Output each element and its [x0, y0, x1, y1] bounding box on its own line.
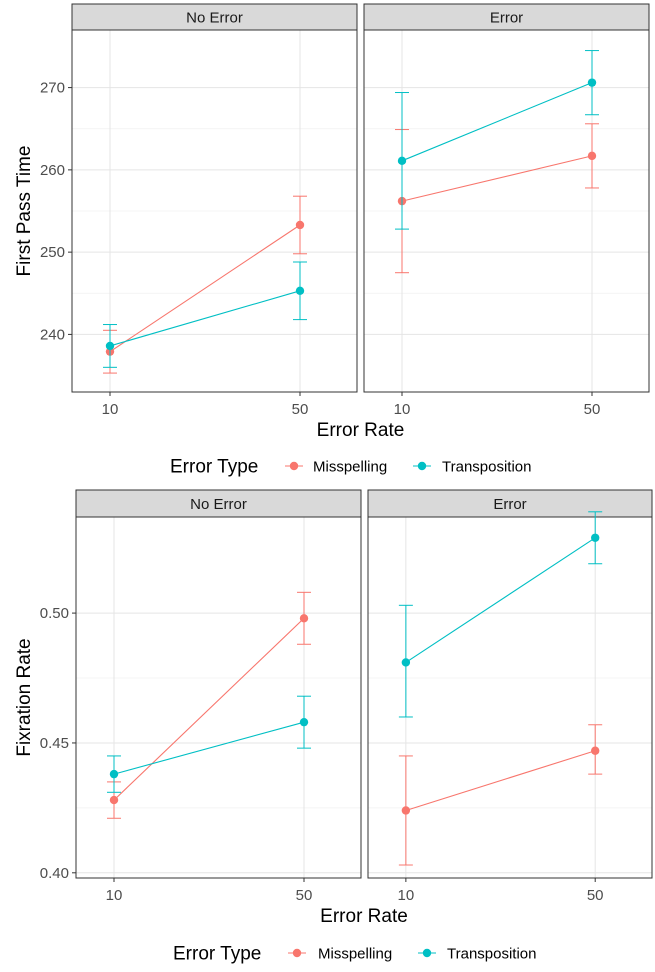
series-line — [113, 617, 305, 801]
facet-strip — [75, 489, 362, 518]
chart-2: No Error 10 50 0.40 0.45 0.50 Error 10 50 Error R… — [14, 489, 653, 965]
data-point — [109, 795, 119, 805]
panel-border — [363, 29, 650, 393]
series-transposition — [395, 50, 599, 230]
x-tick-label: 50 — [296, 887, 313, 904]
series-line — [405, 750, 596, 811]
legend-title: Error Type — [173, 944, 261, 965]
x-tick-label: 10 — [398, 887, 415, 904]
x-tick-label: 50 — [584, 401, 601, 418]
facet-label: No Error — [186, 10, 243, 27]
legend-label: Misspelling — [318, 946, 392, 963]
series-line — [401, 155, 593, 202]
series-line — [405, 537, 596, 663]
x-tick-label: 10 — [394, 401, 411, 418]
series-transposition — [398, 511, 603, 718]
data-point — [299, 614, 309, 623]
panel-border — [367, 516, 653, 879]
y-axis-title: Fixration Rate — [14, 638, 35, 756]
data-point — [397, 156, 407, 166]
data-point — [591, 533, 600, 542]
legend: Error Type Misspelling Transposition — [173, 944, 537, 965]
data-point — [587, 151, 597, 161]
facet-label: No Error — [190, 496, 247, 513]
panel-border — [71, 29, 358, 393]
y-tick-label: 250 — [40, 244, 65, 261]
legend-label: Transposition — [442, 459, 532, 476]
legend-label: Transposition — [447, 946, 537, 963]
data-point — [401, 658, 411, 667]
series-line — [113, 721, 305, 775]
x-tick-label: 50 — [292, 401, 309, 418]
y-axis-title: First Pass Time — [14, 146, 35, 277]
x-axis-title: Error Rate — [320, 906, 408, 927]
facet-strip — [363, 3, 650, 31]
facet-strip — [71, 3, 358, 31]
series-line — [109, 224, 301, 353]
facet-strip — [367, 489, 653, 518]
data-point — [401, 806, 411, 815]
y-tick-label: 0.45 — [40, 735, 69, 752]
legend: Error Type Misspelling Transposition — [170, 457, 532, 478]
series-line — [401, 82, 593, 162]
data-point — [295, 286, 305, 296]
series-line — [109, 290, 301, 347]
facet-panel: No Error 10 50 0.40 0.45 0.50 — [40, 489, 362, 904]
legend-key-dot — [289, 461, 299, 471]
series-misspelling — [107, 591, 311, 819]
series-transposition — [107, 695, 311, 793]
x-tick-label: 10 — [102, 401, 119, 418]
legend-label: Misspelling — [313, 459, 387, 476]
facet-panel: Error 10 50 — [367, 489, 653, 904]
x-axis-title: Error Rate — [317, 420, 405, 441]
y-tick-label: 270 — [40, 80, 65, 97]
panel-border — [75, 516, 362, 879]
legend-key-dot — [417, 461, 427, 471]
data-point — [295, 220, 305, 230]
x-tick-label: 50 — [587, 887, 604, 904]
y-tick-label: 260 — [40, 162, 65, 179]
data-point — [591, 746, 600, 755]
y-tick-label: 0.40 — [40, 865, 69, 882]
facet-label: Error — [493, 496, 526, 513]
y-tick-label: 240 — [40, 326, 65, 343]
legend-key-dot — [422, 948, 432, 958]
legend-title: Error Type — [170, 457, 258, 478]
data-point — [109, 769, 119, 779]
facet-panel: Error 10 50 — [363, 3, 650, 418]
data-point — [587, 78, 597, 87]
y-tick-label: 0.50 — [40, 605, 69, 622]
series-misspelling — [398, 724, 603, 866]
facet-label: Error — [490, 10, 523, 27]
series-transposition — [103, 261, 307, 368]
facet-panel: No Error 10 50 240 250 260 270 — [40, 3, 358, 418]
series-misspelling — [103, 195, 307, 374]
legend-key-dot — [292, 948, 302, 958]
data-point — [105, 341, 115, 351]
chart-1: No Error 10 50 240 250 260 270 Error 10 50 Error R… — [14, 3, 650, 478]
series-misspelling — [395, 123, 599, 274]
data-point — [299, 717, 309, 727]
x-tick-label: 10 — [106, 887, 123, 904]
